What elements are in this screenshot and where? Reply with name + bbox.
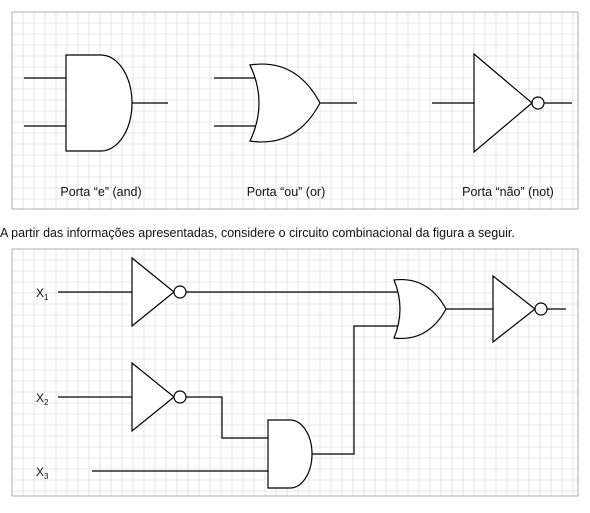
top-panel-border [11, 11, 579, 210]
not-gate-x1 [131, 256, 175, 328]
bottom-panel-border [11, 248, 579, 497]
and-gate-legend [24, 54, 168, 152]
x2-label: X2 [36, 391, 49, 407]
not-gate-output [492, 274, 536, 344]
not-bubble-x1 [173, 285, 187, 299]
not-gate-x2 [131, 361, 175, 433]
and-gate-circuit [267, 419, 313, 489]
and-gate-label: Porta “e” (and) [60, 185, 141, 199]
or-gate-legend [214, 63, 357, 143]
not-bubble-output [534, 302, 548, 316]
not-x2-to-and-wire [186, 396, 268, 439]
x3-label: X3 [36, 465, 49, 481]
or-gate-label: Porta “ou” (or) [247, 185, 326, 199]
not-gate-label: Porta “não” (not) [462, 185, 554, 199]
combinational-circuit [58, 256, 566, 489]
and-to-or-wire [312, 325, 398, 455]
problem-caption: A partir das informações apresentadas, c… [0, 226, 515, 240]
not-bubble-x2 [173, 390, 187, 404]
or-gate-circuit [393, 278, 447, 340]
x1-label: X1 [36, 286, 49, 302]
not-gate-legend [432, 52, 572, 154]
